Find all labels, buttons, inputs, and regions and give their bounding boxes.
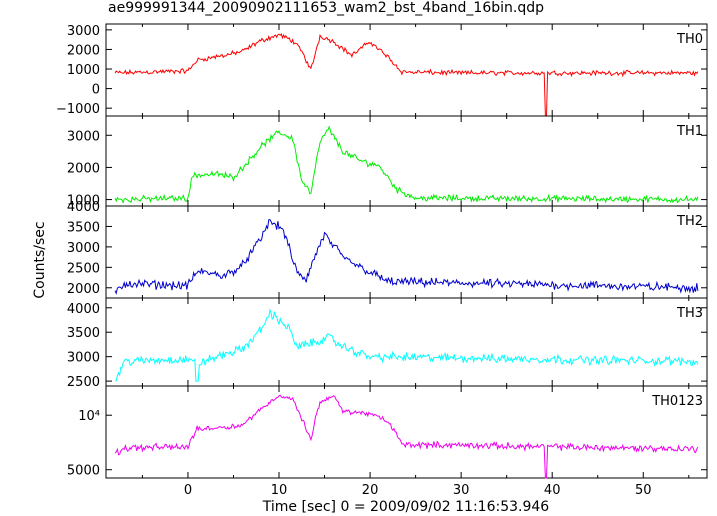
x-tick-label: 30	[453, 483, 470, 498]
series-line-th1	[114, 125, 699, 204]
y-tick-label: 5000	[67, 464, 100, 479]
y-tick-label: 1000	[67, 63, 100, 78]
panel-th1: 1000 2000 3000 TH1	[67, 115, 708, 209]
x-axis-title: Time [sec] 0 = 2009/09/02 11:16:53.946	[262, 499, 550, 515]
series-line-th0	[114, 33, 699, 117]
y-tick-label: 0	[92, 83, 100, 98]
y-tick-label: 3000	[67, 241, 100, 256]
panel-frame	[105, 205, 708, 299]
y-tick-label: 3000	[67, 24, 100, 39]
y-tick-label: 2500	[67, 375, 100, 390]
y-axis-title: Counts/sec	[32, 221, 48, 298]
y-tick-label: 2000	[67, 43, 100, 58]
y-tick-label: 1000	[67, 194, 100, 209]
x-tick-label: 40	[544, 483, 561, 498]
series-line-th2	[114, 219, 699, 295]
panel-label: TH1	[676, 124, 703, 139]
panel-frame	[105, 23, 708, 117]
panel-label: TH2	[676, 214, 703, 229]
panel-th3: 2500 3000 3500 4000 TH3	[67, 297, 708, 390]
y-tick-label: 3000	[67, 351, 100, 366]
panel-th0: −1000 0 1000 2000 3000 TH0	[56, 23, 708, 117]
panel-label: TH0123	[651, 394, 703, 409]
x-tick-label: 50	[635, 483, 652, 498]
panel-frame	[105, 297, 708, 387]
figure-title: ae999991344_20090902111653_wam2_bst_4ban…	[108, 0, 545, 16]
panel-th0123: 5000 10⁴ TH0123	[67, 385, 708, 479]
series-line-th0123	[114, 394, 699, 479]
y-tick-label: 3000	[67, 129, 100, 144]
y-tick-label: −1000	[56, 102, 100, 117]
series-line-th3	[114, 308, 699, 382]
y-tick-label: 10⁴	[78, 409, 100, 424]
y-tick-label: 2000	[67, 161, 100, 176]
y-tick-label: 2500	[67, 261, 100, 276]
x-tick-label: 0	[184, 483, 192, 498]
y-tick-label: 4000	[67, 302, 100, 317]
panels-layer: −1000 0 1000 2000 3000 TH0 1000 2000 3000 TH1 2000…	[56, 23, 708, 498]
y-tick-label: 3500	[67, 326, 100, 341]
y-tick-label: 2000	[67, 282, 100, 297]
x-tick-label: 10	[271, 483, 288, 498]
panel-label: TH3	[676, 306, 703, 321]
y-tick-label: 3500	[67, 220, 100, 235]
y-tick-label: 4000	[67, 200, 100, 215]
panel-th2: 2000 2500 3000 3500 4000 TH2	[67, 200, 708, 299]
panel-frame	[105, 385, 708, 479]
panel-label: TH0	[676, 32, 703, 47]
x-tick-label: 20	[362, 483, 379, 498]
panel-frame	[105, 115, 708, 207]
